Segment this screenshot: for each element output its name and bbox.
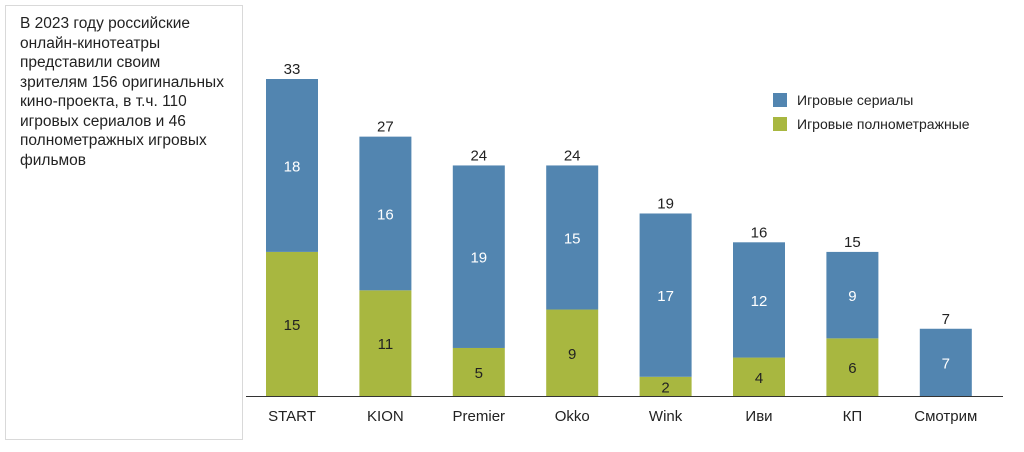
- bars-layer: [266, 79, 972, 396]
- bar-segment-series: [546, 165, 599, 310]
- total-label: 7: [942, 311, 950, 328]
- category-label: Смотрим: [914, 408, 977, 425]
- data-label-series: 16: [377, 206, 394, 223]
- legend-item-series: Игровые сериалы: [773, 88, 970, 112]
- labels-layer: 151833START111627KION51924Premier91524Ok…: [268, 61, 977, 425]
- total-label: 19: [657, 195, 674, 212]
- data-label-films: 11: [378, 336, 394, 353]
- bar-segment-series: [639, 213, 692, 377]
- data-label-films: 6: [848, 360, 856, 377]
- total-label: 27: [377, 119, 394, 136]
- category-label: Иви: [745, 408, 772, 425]
- total-label: 15: [844, 234, 861, 251]
- category-label: Premier: [453, 408, 506, 425]
- legend: Игровые сериалы Игровые полнометражные: [773, 88, 970, 136]
- category-label: KION: [367, 408, 404, 425]
- data-label-series: 17: [657, 288, 674, 305]
- bar-segment-series: [733, 242, 785, 358]
- data-label-films: 15: [284, 317, 301, 334]
- data-label-films: 9: [568, 346, 576, 363]
- data-label-series: 12: [751, 293, 768, 310]
- bar-segment-films: [452, 347, 505, 396]
- data-label-films: 2: [661, 379, 669, 396]
- data-label-series: 18: [284, 158, 301, 175]
- data-label-series: 19: [470, 250, 487, 267]
- data-label-films: 4: [755, 370, 763, 387]
- category-label: КП: [843, 408, 863, 425]
- bar-segment-films: [733, 357, 785, 396]
- total-label: 33: [284, 61, 301, 78]
- bar-segment-series: [359, 136, 412, 291]
- total-label: 16: [751, 224, 768, 241]
- bar-segment-films: [359, 290, 412, 396]
- bar-segment-series: [826, 251, 879, 339]
- bar-segment-series: [452, 165, 505, 348]
- legend-item-films: Игровые полнометражные: [773, 112, 970, 136]
- bar-segment-series: [266, 79, 318, 252]
- summary-text: В 2023 году российские онлайн-кинотеатры…: [20, 15, 224, 169]
- total-label: 24: [470, 147, 487, 164]
- data-label-series: 15: [564, 231, 581, 248]
- bar-segment-series: [919, 328, 972, 396]
- summary-note: В 2023 году российские онлайн-кинотеатры…: [5, 5, 243, 440]
- legend-swatch-films: [773, 117, 787, 131]
- bar-segment-films: [639, 376, 692, 396]
- bar-segment-films: [546, 309, 599, 396]
- legend-label-films: Игровые полнометражные: [797, 116, 970, 132]
- bar-segment-films: [826, 338, 879, 396]
- bar-segment-films: [266, 251, 318, 396]
- data-label-films: 5: [475, 365, 483, 382]
- legend-label-series: Игровые сериалы: [797, 92, 914, 108]
- category-label: Wink: [649, 408, 683, 425]
- data-label-series: 9: [848, 288, 856, 305]
- total-label: 24: [564, 147, 581, 164]
- category-label: Okko: [555, 408, 590, 425]
- legend-swatch-series: [773, 93, 787, 107]
- data-label-series: 7: [942, 355, 950, 372]
- category-label: START: [268, 408, 316, 425]
